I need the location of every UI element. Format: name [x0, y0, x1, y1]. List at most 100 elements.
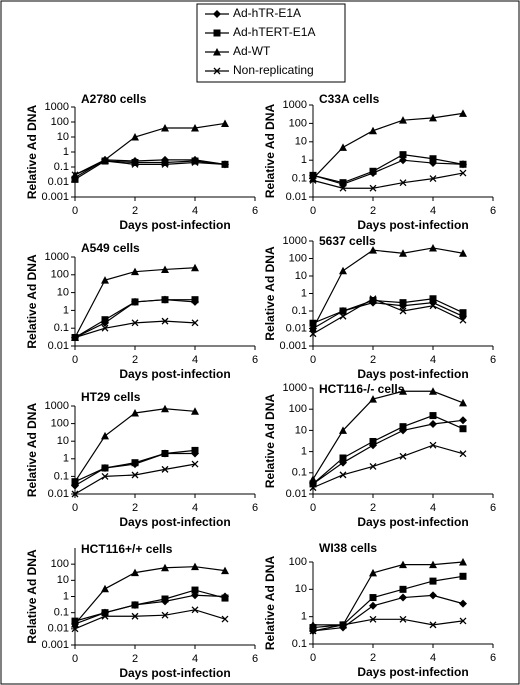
y-tick-label: 1	[63, 590, 69, 602]
data-point	[339, 143, 347, 151]
data-point	[131, 409, 139, 417]
legend-label: Ad-hTR-E1A	[233, 6, 301, 20]
data-point	[101, 612, 109, 620]
y-axis-label: Relative Ad DNA	[263, 556, 277, 651]
data-point	[399, 249, 407, 257]
y-tick-label: 0.1	[292, 173, 307, 185]
x-tick-label: 0	[310, 502, 316, 514]
data-point	[429, 155, 437, 163]
data-point	[459, 309, 467, 317]
y-tick-label: 100	[51, 558, 69, 570]
data-point	[161, 404, 169, 413]
y-tick-label: 1	[63, 304, 69, 316]
y-tick-label: 1000	[45, 400, 69, 412]
data-point	[191, 586, 199, 594]
legend-label: Ad-hTERT-E1A	[233, 25, 315, 39]
data-point	[131, 158, 139, 166]
series-line	[74, 452, 195, 487]
y-tick-label: 1	[63, 146, 69, 158]
data-point	[221, 594, 229, 602]
data-point	[399, 387, 407, 395]
y-tick-label: 0.1	[292, 305, 307, 317]
data-point	[429, 243, 437, 252]
data-point	[369, 395, 377, 403]
series-line	[74, 566, 226, 625]
legend-marker	[213, 48, 221, 56]
data-point	[221, 119, 229, 127]
x-tick-label: 2	[132, 502, 138, 514]
x-tick-label: 4	[192, 502, 198, 514]
data-point	[101, 316, 109, 324]
data-point	[399, 585, 407, 593]
data-point	[191, 263, 199, 272]
data-point	[71, 334, 79, 341]
y-tick-label: 100	[289, 403, 307, 415]
x-tick-label: 0	[310, 205, 316, 217]
series-line	[74, 160, 226, 176]
data-point	[459, 558, 467, 566]
y-tick-label: 10	[295, 136, 307, 148]
x-tick-label: 6	[490, 354, 496, 366]
y-tick-label: 1000	[283, 382, 307, 394]
data-point	[429, 412, 437, 420]
data-point	[459, 316, 467, 324]
data-point	[309, 319, 317, 327]
data-point	[309, 330, 317, 338]
data-point	[339, 184, 347, 192]
panel-title: A549 cells	[81, 241, 140, 255]
data-point	[71, 619, 79, 628]
x-tick-label: 6	[252, 205, 258, 217]
y-tick-label: 1	[63, 453, 69, 465]
data-point	[161, 265, 169, 273]
data-point	[191, 606, 199, 614]
data-point	[459, 109, 467, 117]
data-point	[429, 175, 437, 183]
x-tick-label: 4	[430, 502, 436, 514]
panel-title: HT29 cells	[81, 390, 141, 404]
series-line	[312, 444, 464, 489]
y-tick-label: 10	[57, 574, 69, 586]
data-point	[309, 176, 317, 184]
series-line	[74, 589, 226, 622]
data-point	[191, 562, 199, 571]
data-point	[459, 572, 467, 580]
data-point	[191, 407, 199, 415]
y-tick-label: 1	[301, 154, 307, 166]
y-tick-label: 0.1	[292, 467, 307, 479]
data-point	[429, 295, 437, 303]
series-line	[313, 561, 464, 626]
data-point	[309, 620, 317, 629]
data-point	[429, 560, 437, 569]
series-line	[312, 302, 464, 330]
series-line	[312, 390, 464, 480]
data-point	[309, 484, 317, 492]
y-tick-label: 100	[51, 269, 69, 281]
data-point	[101, 584, 109, 593]
series-line	[312, 414, 464, 485]
series-line	[312, 618, 464, 632]
data-point	[459, 249, 467, 257]
data-point	[459, 617, 467, 625]
data-point	[369, 462, 377, 470]
y-tick-label: 100	[289, 556, 307, 568]
series-line	[312, 154, 464, 184]
data-point	[399, 156, 407, 165]
y-tick-label: 10	[57, 131, 69, 143]
data-point	[399, 615, 407, 623]
y-tick-label: 0.01	[48, 488, 69, 500]
x-tick-label: 2	[132, 205, 138, 217]
data-point	[309, 475, 317, 483]
y-axis-label: Relative Ad DNA	[25, 105, 39, 200]
x-tick-label: 0	[310, 354, 316, 366]
y-tick-label: 0.01	[286, 322, 307, 334]
y-tick-label: 0.01	[286, 191, 307, 203]
data-point	[399, 151, 407, 159]
x-axis-label: Days post-infection	[357, 515, 468, 529]
legend-marker	[213, 67, 221, 75]
x-tick-label: 0	[72, 502, 78, 514]
data-point	[131, 133, 139, 141]
x-axis-label: Days post-infection	[357, 218, 468, 232]
legend-marker	[213, 10, 221, 18]
y-tick-label: 1000	[45, 251, 69, 263]
